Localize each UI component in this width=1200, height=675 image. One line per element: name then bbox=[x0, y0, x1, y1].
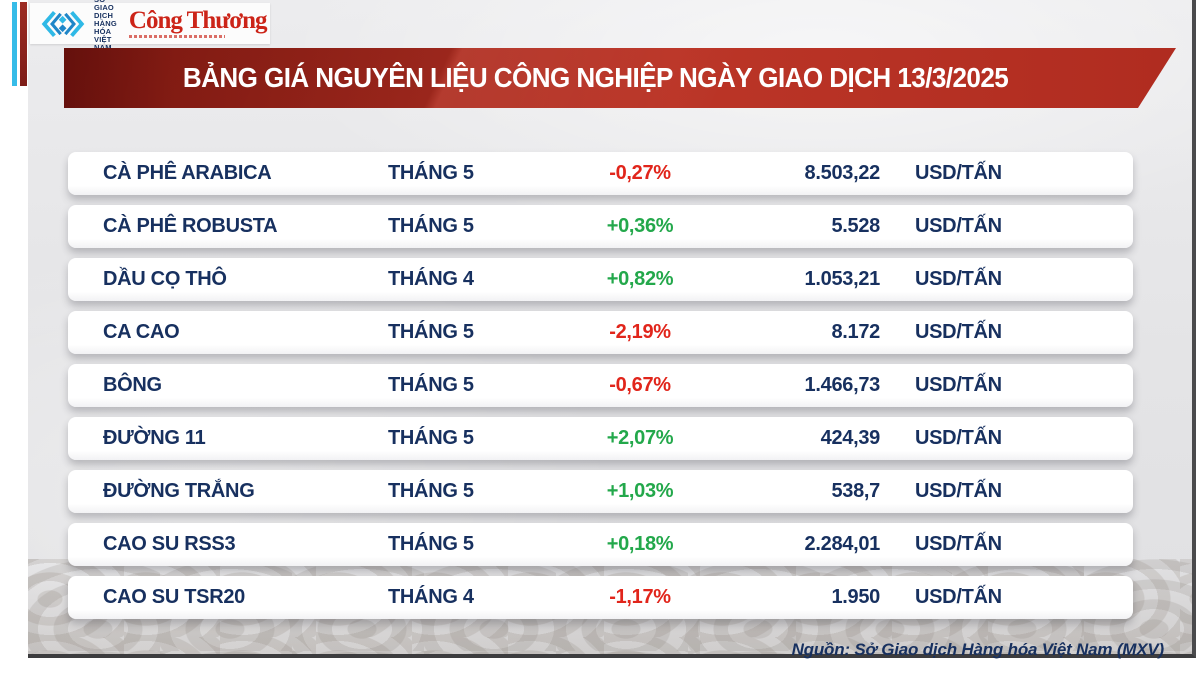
congthuong-tagline-line bbox=[128, 35, 225, 38]
contract-month: THÁNG 5 bbox=[388, 533, 474, 555]
price-unit: USD/TẤN bbox=[915, 162, 1002, 184]
accent-bar-cyan bbox=[12, 2, 17, 86]
commodity-name: ĐƯỜNG 11 bbox=[103, 427, 206, 449]
commodity-name: CAO SU TSR20 bbox=[103, 586, 245, 608]
title-banner: BẢNG GIÁ NGUYÊN LIỆU CÔNG NGHIỆP NGÀY GI… bbox=[64, 48, 1176, 108]
table-row: CA CAO THÁNG 5 -2,19% 8.172 USD/TẤN bbox=[68, 311, 1133, 354]
price-unit: USD/TẤN bbox=[915, 586, 1002, 608]
change-percent: -1,17% bbox=[609, 586, 671, 608]
price-value: 8.503,22 bbox=[804, 162, 881, 184]
contract-month: THÁNG 5 bbox=[388, 215, 474, 237]
source-attribution: Nguồn: Sở Giao dịch Hàng hóa Việt Nam (M… bbox=[791, 640, 1165, 659]
contract-month: THÁNG 5 bbox=[388, 162, 474, 184]
table-row: BÔNG THÁNG 5 -0,67% 1.466,73 USD/TẤN bbox=[68, 364, 1133, 407]
table-row: DẦU CỌ THÔ THÁNG 4 +0,82% 1.053,21 USD/T… bbox=[68, 258, 1133, 301]
contract-month: THÁNG 5 bbox=[388, 427, 474, 449]
change-percent: +0,36% bbox=[606, 215, 674, 237]
table-row: CAO SU RSS3 THÁNG 5 +0,18% 2.284,01 USD/… bbox=[68, 523, 1133, 566]
change-percent: +0,82% bbox=[606, 268, 674, 290]
commodity-name: DẦU CỌ THÔ bbox=[103, 268, 227, 290]
table-row: CÀ PHÊ ARABICA THÁNG 5 -0,27% 8.503,22 U… bbox=[68, 152, 1133, 195]
change-percent: -0,27% bbox=[609, 162, 671, 184]
price-unit: USD/TẤN bbox=[915, 427, 1002, 449]
commodity-name: ĐƯỜNG TRẮNG bbox=[103, 480, 255, 502]
price-unit: USD/TẤN bbox=[915, 480, 1002, 502]
mxv-logo-icon bbox=[38, 7, 88, 41]
table-row: CAO SU TSR20 THÁNG 4 -1,17% 1.950 USD/TẤ… bbox=[68, 576, 1133, 619]
commodity-name: CÀ PHÊ ARABICA bbox=[103, 162, 272, 184]
price-value: 1.053,21 bbox=[804, 268, 881, 290]
commodity-name: CA CAO bbox=[103, 321, 180, 343]
mxv-org-name: SỞ GIAO DỊCH HÀNG HÓA VIỆT NAM bbox=[94, 0, 117, 52]
change-percent: -0,67% bbox=[609, 374, 671, 396]
price-value: 1.466,73 bbox=[804, 374, 881, 396]
logo-box: SỞ GIAO DỊCH HÀNG HÓA VIỆT NAM Công Thươ… bbox=[30, 0, 270, 51]
price-unit: USD/TẤN bbox=[915, 321, 1002, 343]
price-unit: USD/TẤN bbox=[915, 374, 1002, 396]
contract-month: THÁNG 4 bbox=[388, 268, 474, 290]
price-unit: USD/TẤN bbox=[915, 268, 1002, 290]
congthuong-logo: Công Thương bbox=[128, 7, 268, 38]
price-value: 538,7 bbox=[831, 480, 880, 502]
price-table: CÀ PHÊ ARABICA THÁNG 5 -0,27% 8.503,22 U… bbox=[68, 152, 1133, 619]
price-value: 1.950 bbox=[831, 586, 880, 608]
commodity-name: CAO SU RSS3 bbox=[103, 533, 236, 555]
table-row: ĐƯỜNG 11 THÁNG 5 +2,07% 424,39 USD/TẤN bbox=[68, 417, 1133, 460]
contract-month: THÁNG 5 bbox=[388, 321, 474, 343]
change-percent: +1,03% bbox=[606, 480, 674, 502]
price-value: 8.172 bbox=[831, 321, 880, 343]
contract-month: THÁNG 5 bbox=[388, 374, 474, 396]
accent-bar-maroon bbox=[20, 2, 27, 86]
price-value: 2.284,01 bbox=[804, 533, 881, 555]
table-row: CÀ PHÊ ROBUSTA THÁNG 5 +0,36% 5.528 USD/… bbox=[68, 205, 1133, 248]
contract-month: THÁNG 4 bbox=[388, 586, 474, 608]
table-row: ĐƯỜNG TRẮNG THÁNG 5 +1,03% 538,7 USD/TẤN bbox=[68, 470, 1133, 513]
commodity-name: BÔNG bbox=[103, 374, 162, 396]
price-value: 424,39 bbox=[820, 427, 881, 449]
change-percent: +2,07% bbox=[606, 427, 674, 449]
page-title: BẢNG GIÁ NGUYÊN LIỆU CÔNG NGHIỆP NGÀY GI… bbox=[183, 62, 1009, 93]
price-unit: USD/TẤN bbox=[915, 215, 1002, 237]
commodity-name: CÀ PHÊ ROBUSTA bbox=[103, 215, 278, 237]
contract-month: THÁNG 5 bbox=[388, 480, 474, 502]
price-value: 5.528 bbox=[831, 215, 880, 237]
change-percent: +0,18% bbox=[606, 533, 674, 555]
price-unit: USD/TẤN bbox=[915, 533, 1002, 555]
change-percent: -2,19% bbox=[609, 321, 671, 343]
congthuong-logo-text: Công Thương bbox=[128, 7, 268, 34]
